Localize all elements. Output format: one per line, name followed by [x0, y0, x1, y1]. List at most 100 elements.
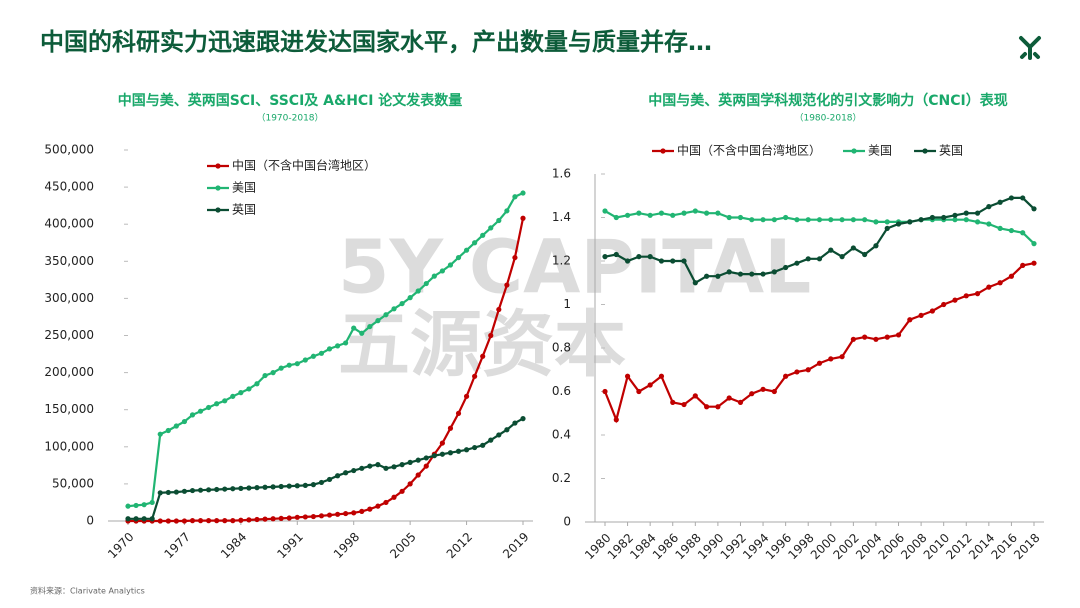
data-point: [318, 350, 325, 356]
data-point: [214, 486, 220, 493]
data-point: [431, 273, 437, 279]
data-point: [963, 210, 969, 216]
y-tick-label: 50,000: [52, 476, 94, 490]
data-point: [715, 210, 721, 216]
data-point: [447, 450, 454, 456]
data-point: [873, 336, 879, 342]
data-point: [658, 210, 665, 216]
data-point: [771, 217, 777, 223]
legend-item: 美国: [207, 181, 256, 195]
data-point: [816, 360, 823, 366]
legend-item: 中国（不含中国台湾地区）: [652, 143, 821, 158]
data-point: [1020, 195, 1026, 201]
data-point: [455, 448, 462, 454]
data-point: [181, 418, 188, 425]
data-point: [439, 268, 445, 274]
data-point: [963, 293, 969, 299]
data-point: [447, 262, 454, 268]
data-point: [929, 308, 935, 314]
data-point: [455, 410, 462, 417]
data-point: [326, 476, 333, 483]
data-point: [974, 219, 981, 225]
data-point: [512, 420, 518, 426]
data-point: [254, 381, 260, 387]
data-point: [415, 457, 421, 463]
data-point: [238, 517, 244, 523]
data-point: [375, 503, 381, 509]
data-point: [692, 208, 698, 214]
y-tick-label: 500,000: [44, 143, 94, 157]
data-point: [270, 484, 276, 490]
data-point: [997, 280, 1003, 286]
data-point: [334, 343, 341, 349]
data-point: [157, 431, 163, 437]
data-point: [286, 483, 292, 489]
data-point: [715, 404, 721, 410]
data-point: [197, 518, 204, 524]
data-point: [197, 408, 204, 414]
data-point: [415, 472, 421, 478]
legend-swatch: [215, 185, 221, 191]
data-point: [512, 254, 518, 261]
y-tick-label: 0.8: [552, 341, 571, 355]
data-point: [828, 217, 834, 223]
data-point: [383, 499, 389, 506]
data-point: [512, 194, 518, 200]
series: [125, 416, 526, 522]
data-point: [326, 346, 333, 352]
data-point: [439, 440, 445, 446]
data-point: [286, 515, 292, 521]
data-point: [670, 399, 676, 405]
data-point: [480, 232, 486, 238]
data-point: [222, 398, 228, 404]
data-point: [647, 212, 653, 218]
data-point: [681, 401, 687, 408]
data-point: [839, 217, 845, 223]
data-point: [125, 516, 131, 522]
data-point: [670, 258, 676, 264]
data-point: [367, 323, 373, 330]
data-point: [423, 455, 429, 461]
data-point: [359, 465, 365, 471]
y-tick-label: 250,000: [44, 328, 94, 342]
data-point: [828, 356, 834, 362]
data-point: [613, 214, 619, 221]
data-point: [771, 388, 777, 395]
legend-label: 英国: [232, 203, 256, 217]
y-tick-label: 1.6: [552, 167, 571, 181]
legend-label: 中国（不含中国台湾地区）: [232, 158, 376, 173]
data-point: [343, 470, 349, 476]
data-point: [704, 273, 710, 279]
data-point: [407, 295, 413, 301]
data-point: [222, 518, 228, 524]
series: [602, 260, 1037, 424]
data-point: [270, 370, 276, 376]
data-point: [472, 240, 478, 246]
legend-item: 英国: [207, 203, 256, 217]
data-point: [173, 518, 179, 524]
data-point: [737, 214, 744, 221]
data-point: [647, 254, 653, 260]
data-point: [399, 488, 405, 494]
data-point: [941, 301, 947, 308]
data-point: [794, 260, 800, 266]
data-point: [399, 300, 405, 307]
data-point: [189, 412, 196, 418]
data-point: [602, 208, 608, 214]
data-point: [270, 516, 276, 522]
data-point: [986, 204, 992, 210]
data-point: [197, 487, 204, 493]
data-point: [278, 365, 284, 371]
data-point: [952, 212, 958, 218]
data-point: [415, 288, 421, 294]
data-point: [1008, 227, 1015, 234]
legend-swatch: [851, 148, 857, 154]
watermark: 5Y CAPITAL: [338, 225, 811, 311]
data-point: [749, 217, 755, 223]
y-tick-label: 200,000: [44, 365, 94, 379]
data-point: [647, 382, 653, 388]
legend-label: 英国: [939, 144, 963, 158]
data-point: [254, 516, 260, 523]
data-point: [862, 334, 868, 340]
data-point: [399, 462, 405, 468]
